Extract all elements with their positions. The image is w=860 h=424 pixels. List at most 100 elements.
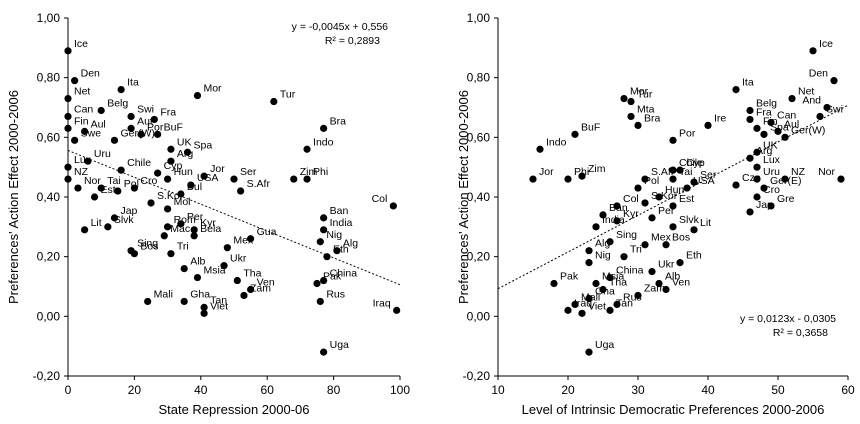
data-point bbox=[620, 94, 628, 103]
point-label: China bbox=[330, 268, 358, 280]
point-label: Net bbox=[74, 86, 90, 98]
data-point bbox=[71, 136, 79, 144]
data-point bbox=[193, 273, 202, 282]
data-point bbox=[816, 112, 824, 121]
data-point bbox=[64, 47, 72, 55]
data-point bbox=[117, 166, 125, 174]
data-point bbox=[662, 241, 670, 249]
point-label: Pol bbox=[644, 175, 659, 187]
point-label: Belg bbox=[756, 97, 777, 109]
data-point bbox=[627, 112, 635, 121]
point-label: Tha bbox=[609, 276, 627, 288]
data-point bbox=[774, 127, 782, 135]
data-point bbox=[753, 163, 761, 171]
point-label: Lux bbox=[763, 154, 781, 166]
data-point bbox=[90, 193, 99, 201]
point-label: Tri bbox=[177, 241, 189, 253]
point-label: S.Afr bbox=[247, 178, 271, 190]
point-label: Nig bbox=[326, 229, 342, 241]
data-point bbox=[837, 175, 845, 183]
data-point bbox=[676, 259, 684, 267]
data-point bbox=[669, 202, 677, 210]
point-label: Tur bbox=[280, 89, 296, 101]
data-point bbox=[536, 145, 544, 153]
y-tick-label: 0,40 bbox=[37, 190, 61, 204]
data-point bbox=[64, 163, 72, 171]
data-point bbox=[683, 184, 691, 192]
data-point bbox=[323, 253, 331, 261]
point-label: S.Kor bbox=[157, 190, 184, 202]
point-label: Arg bbox=[756, 145, 773, 157]
data-point bbox=[303, 175, 311, 183]
data-point bbox=[585, 247, 593, 255]
point-label: Ice bbox=[819, 38, 833, 50]
data-point bbox=[746, 154, 754, 162]
point-label: Spa bbox=[770, 121, 789, 133]
point-label: Alg bbox=[343, 238, 358, 250]
data-point bbox=[290, 175, 298, 183]
y-tick-label: -0,20 bbox=[33, 369, 61, 383]
x-tick-label: 40 bbox=[701, 383, 715, 397]
data-point bbox=[641, 175, 649, 183]
x-tick-label: 60 bbox=[841, 383, 855, 397]
data-point bbox=[655, 193, 663, 201]
data-point bbox=[830, 77, 838, 85]
point-label: Belg bbox=[107, 97, 128, 109]
point-label: Ger(E) bbox=[770, 175, 802, 187]
x-tick-label: 0 bbox=[65, 383, 72, 397]
point-label: Aul bbox=[784, 118, 799, 130]
point-label: Tai bbox=[107, 175, 120, 187]
data-point bbox=[753, 124, 761, 132]
data-point bbox=[781, 175, 789, 183]
data-point bbox=[247, 235, 255, 243]
data-point bbox=[669, 223, 677, 231]
data-point bbox=[571, 130, 579, 138]
point-label: Por bbox=[679, 127, 696, 139]
point-label: BuF bbox=[164, 121, 183, 133]
data-point bbox=[732, 181, 740, 189]
data-point bbox=[781, 133, 789, 141]
data-point bbox=[585, 294, 593, 303]
data-point bbox=[183, 148, 192, 156]
point-label: Est bbox=[679, 193, 694, 205]
data-point bbox=[655, 279, 663, 288]
point-label: Bela bbox=[200, 223, 221, 235]
point-label: Sing bbox=[616, 229, 637, 241]
data-point bbox=[669, 166, 677, 174]
data-point bbox=[64, 112, 72, 121]
y-tick-label: 0,00 bbox=[467, 309, 491, 323]
point-label: Est bbox=[101, 184, 116, 196]
point-label: UK bbox=[763, 139, 778, 151]
point-label: Ger(W) bbox=[791, 124, 825, 136]
point-label: Mor bbox=[203, 83, 222, 95]
data-point bbox=[760, 184, 768, 192]
point-label: Alg bbox=[595, 238, 610, 250]
data-point bbox=[690, 226, 698, 234]
data-point bbox=[627, 97, 635, 106]
data-point bbox=[270, 97, 278, 106]
point-label: Iraq bbox=[373, 297, 391, 309]
point-label: Mor bbox=[630, 86, 649, 98]
point-label: Gua bbox=[257, 226, 277, 238]
data-point bbox=[550, 279, 558, 288]
data-point bbox=[613, 300, 621, 308]
data-point bbox=[117, 86, 125, 94]
chart-1: -0,20 0,00 0,20 0,40 0,60 0,80 1,00 0 20 40 60 80 10… bbox=[6, 11, 410, 417]
trendline bbox=[497, 104, 849, 290]
point-label: Ukr bbox=[658, 259, 675, 271]
data-point bbox=[64, 94, 72, 103]
data-point bbox=[704, 121, 712, 129]
point-label: Can bbox=[74, 103, 93, 115]
data-point bbox=[150, 115, 158, 124]
point-label: Kyr bbox=[623, 208, 639, 220]
point-label: Ser bbox=[240, 166, 257, 178]
point-label: Msia bbox=[203, 265, 225, 277]
point-label: Mex bbox=[651, 232, 672, 244]
data-point bbox=[177, 220, 185, 228]
x-tick-label: 10 bbox=[491, 383, 505, 397]
point-label: Msia bbox=[602, 271, 624, 283]
data-point bbox=[177, 190, 185, 198]
point-label: Viet bbox=[210, 300, 228, 312]
data-point bbox=[641, 241, 649, 249]
